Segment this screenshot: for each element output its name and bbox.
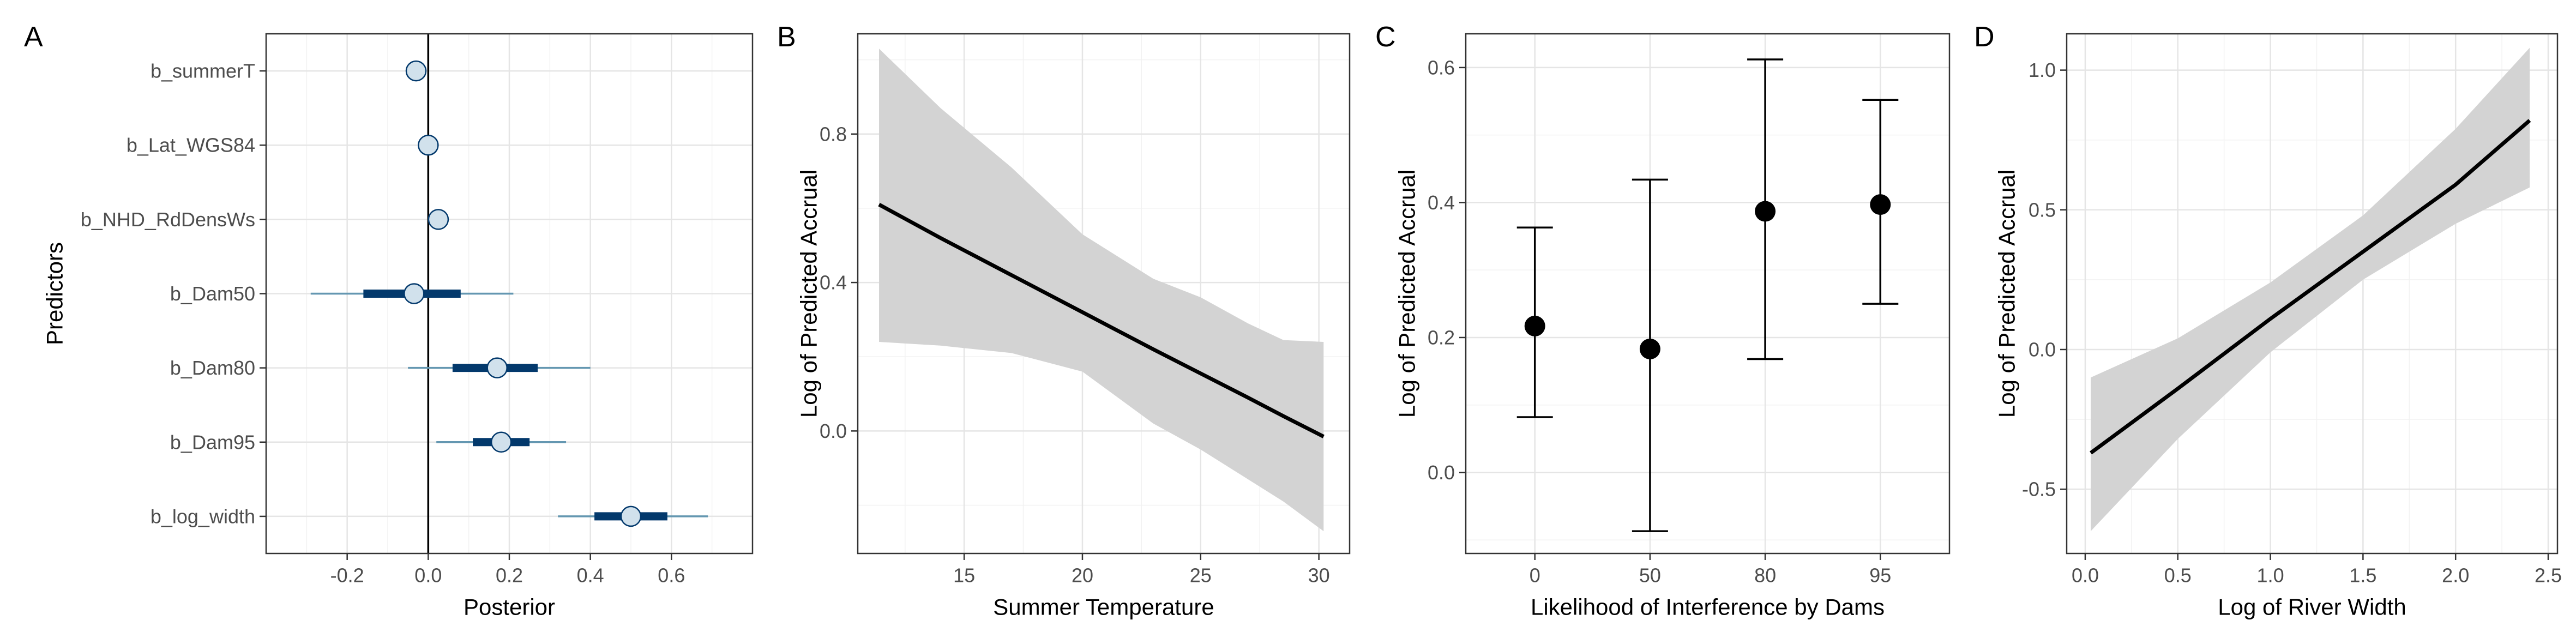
a-median-point-6: [620, 505, 642, 527]
d-x-label-0: 0.0: [2072, 564, 2099, 587]
a-y-label-3: b_Dam50: [170, 282, 255, 305]
panel-label-b: B: [777, 21, 796, 53]
a-median-point-0: [405, 60, 427, 82]
d-y-label-3: 1.0: [2029, 59, 2056, 81]
a-x-label-2: 0.2: [496, 564, 523, 587]
b-fit-line: [878, 203, 1325, 438]
a-x-label-1: 0.0: [414, 564, 442, 587]
d-y-label-2: 0.5: [2029, 198, 2056, 221]
c-y-label-3: 0.6: [1428, 56, 1455, 79]
panel-label-d: D: [1974, 21, 1995, 53]
c-estimate-point-2: [1755, 201, 1776, 222]
b-y-label-1: 0.4: [820, 272, 847, 294]
c-x-label-1: 50: [1639, 564, 1661, 587]
a-x-axis-title: Posterior: [464, 594, 555, 620]
d-x-label-5: 2.5: [2535, 564, 2562, 587]
a-y-label-4: b_Dam80: [170, 357, 255, 379]
d-x-label-1: 0.5: [2164, 564, 2192, 587]
c-y-label-2: 0.4: [1428, 191, 1455, 214]
d-y-axis-title: Log of Predicted Accrual: [1994, 170, 2020, 418]
a-median-point-4: [486, 357, 508, 378]
c-y-label-1: 0.2: [1428, 326, 1455, 348]
b-confidence-band: [879, 49, 1324, 532]
a-y-axis-title: Predictors: [42, 242, 68, 345]
a-median-point-3: [404, 283, 425, 304]
d-panel-border: [2066, 33, 2559, 555]
a-y-label-1: b_Lat_WGS84: [127, 134, 255, 157]
c-estimate-point-1: [1639, 338, 1660, 359]
a-y-label-2: b_NHD_RdDensWs: [81, 208, 255, 231]
a-median-point-2: [428, 209, 449, 230]
d-fit-line: [2090, 119, 2531, 455]
a-x-label-3: 0.4: [577, 564, 604, 587]
d-y-label-1: 0.0: [2029, 338, 2056, 360]
b-x-label-0: 15: [953, 564, 975, 587]
panel-label-c: C: [1375, 21, 1396, 53]
d-x-label-2: 1.0: [2257, 564, 2284, 587]
b-panel-border: [857, 33, 1351, 555]
d-x-axis-title: Log of River Width: [2218, 594, 2406, 620]
a-x-label-4: 0.6: [658, 564, 685, 587]
b-y-axis-title: Log of Predicted Accrual: [796, 170, 822, 418]
d-x-label-4: 2.0: [2442, 564, 2469, 587]
c-y-axis-title: Log of Predicted Accrual: [1394, 170, 1420, 418]
c-x-label-2: 80: [1754, 564, 1776, 587]
d-y-label-0: -0.5: [2022, 478, 2056, 501]
c-estimate-point-0: [1524, 315, 1545, 336]
b-x-label-2: 25: [1190, 564, 1212, 587]
b-y-label-0: 0.0: [820, 420, 847, 442]
c-panel-border: [1465, 33, 1951, 555]
c-y-label-0: 0.0: [1428, 461, 1455, 484]
b-x-axis-title: Summer Temperature: [993, 594, 1214, 620]
d-x-label-3: 1.5: [2349, 564, 2376, 587]
a-median-point-1: [418, 134, 439, 156]
a-y-label-0: b_summerT: [151, 60, 255, 82]
c-x-label-3: 95: [1869, 564, 1891, 587]
b-x-label-1: 20: [1072, 564, 1093, 587]
c-estimate-point-3: [1870, 194, 1891, 215]
panel-label-a: A: [24, 21, 43, 53]
b-x-label-3: 30: [1308, 564, 1330, 587]
a-x-label-0: -0.2: [330, 564, 364, 587]
b-y-label-2: 0.8: [820, 123, 847, 145]
c-x-axis-title: Likelihood of Interference by Dams: [1531, 594, 1885, 620]
a-y-label-6: b_log_width: [151, 505, 255, 527]
c-x-label-0: 0: [1530, 564, 1540, 587]
a-y-label-5: b_Dam95: [170, 431, 255, 453]
a-median-point-5: [490, 431, 512, 453]
